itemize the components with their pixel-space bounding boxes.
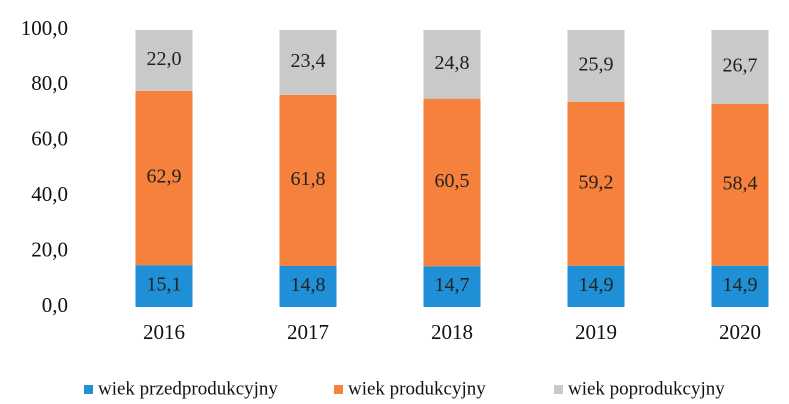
y-tick-label: 0,0 bbox=[42, 293, 68, 317]
data-label: 14,9 bbox=[579, 274, 614, 296]
y-tick-label: 100,0 bbox=[21, 16, 68, 40]
bar-segment bbox=[567, 265, 625, 307]
data-label: 15,1 bbox=[147, 274, 182, 296]
data-label: 14,7 bbox=[435, 274, 470, 296]
x-tick-label: 2018 bbox=[431, 320, 473, 344]
legend-label: wiek przedprodukcyjny bbox=[98, 378, 278, 399]
data-label: 60,5 bbox=[435, 170, 470, 192]
data-label: 24,8 bbox=[435, 52, 470, 74]
data-label: 58,4 bbox=[723, 172, 758, 194]
data-label: 14,8 bbox=[291, 274, 326, 296]
y-tick-label: 20,0 bbox=[31, 237, 68, 261]
bar-segment bbox=[567, 30, 625, 102]
bar-segment bbox=[567, 101, 625, 266]
x-tick-label: 2017 bbox=[287, 320, 329, 344]
bar-segment bbox=[279, 30, 337, 95]
legend-swatch bbox=[84, 385, 93, 394]
legend-label: wiek produkcyjny bbox=[348, 378, 486, 399]
bar-segment bbox=[135, 30, 193, 91]
legend-label: wiek poprodukcyjny bbox=[568, 378, 725, 399]
bar-segment bbox=[711, 265, 769, 307]
bar-segment bbox=[711, 103, 769, 266]
data-label: 22,0 bbox=[147, 48, 182, 70]
x-tick-label: 2019 bbox=[575, 320, 617, 344]
x-tick-label: 2016 bbox=[143, 320, 185, 344]
legend-swatch bbox=[554, 385, 563, 394]
data-label: 26,7 bbox=[723, 55, 758, 77]
bar-segment bbox=[135, 90, 193, 266]
data-label: 61,8 bbox=[291, 168, 326, 190]
data-label: 59,2 bbox=[579, 171, 614, 193]
bar-segment bbox=[423, 30, 481, 99]
bar-segment bbox=[279, 266, 337, 307]
bar-segment bbox=[423, 98, 481, 267]
data-label: 14,9 bbox=[723, 274, 758, 296]
data-label: 23,4 bbox=[291, 50, 326, 72]
bar-segment bbox=[711, 30, 769, 104]
y-tick-label: 40,0 bbox=[31, 182, 68, 206]
data-label: 62,9 bbox=[147, 166, 182, 188]
legend-swatch bbox=[334, 385, 343, 394]
x-tick-label: 2020 bbox=[719, 320, 761, 344]
y-tick-label: 80,0 bbox=[31, 71, 68, 95]
bar-segment bbox=[279, 94, 337, 267]
y-tick-label: 60,0 bbox=[31, 127, 68, 151]
bar-segment bbox=[135, 265, 193, 307]
data-label: 25,9 bbox=[579, 53, 614, 75]
bar-segment bbox=[423, 266, 481, 307]
